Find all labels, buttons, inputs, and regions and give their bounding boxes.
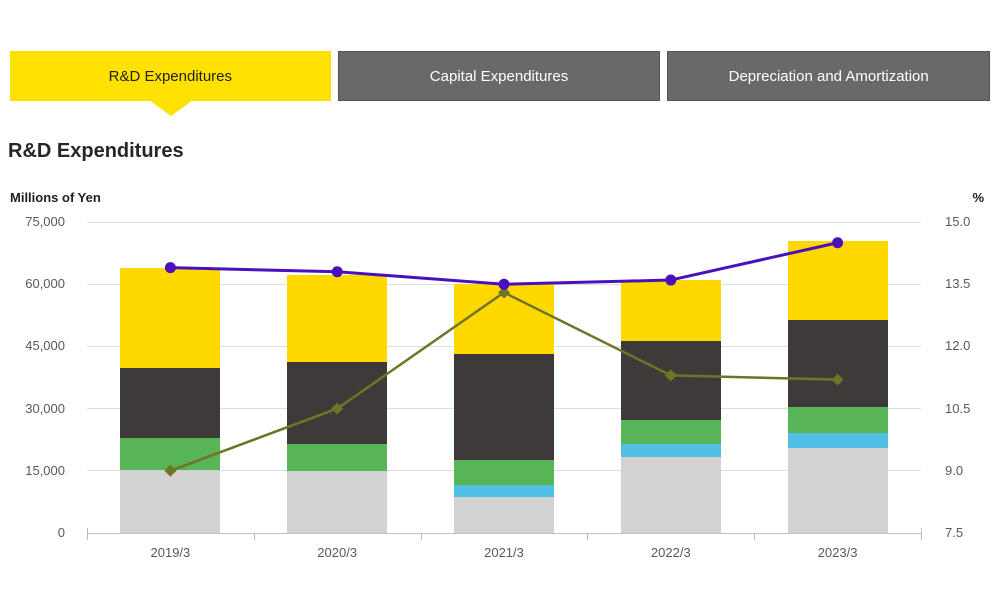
x-axis-category-label: 2023/3 <box>817 545 858 560</box>
segment-dark <box>620 340 721 421</box>
segment-cyan <box>787 433 888 448</box>
gridline <box>87 221 921 223</box>
segment-yellow <box>454 283 554 355</box>
right-axis-tick-label: 7.5 <box>945 525 964 540</box>
left-axis-tick-label: 0 <box>57 525 65 540</box>
left-axis-tick-label: 75,000 <box>25 214 65 229</box>
segment-green <box>620 420 721 444</box>
x-axis-tick <box>587 533 589 540</box>
segment-cyan <box>620 443 721 457</box>
segment-cyan <box>454 485 554 497</box>
left-axis-tick-label: 45,000 <box>25 338 65 354</box>
left-axis-tick-label: 60,000 <box>25 276 65 292</box>
segment-yellow <box>287 275 388 363</box>
page-title: R&D Expenditures <box>8 140 184 162</box>
right-axis-tick-label: 13.5 <box>945 276 971 292</box>
segment-yellow <box>787 240 888 321</box>
x-axis-category-label: 2021/3 <box>484 545 524 560</box>
x-axis-tick <box>921 528 922 540</box>
x-axis-tick <box>253 533 255 540</box>
right-axis-title: % <box>972 190 984 205</box>
segment-dark <box>787 320 888 407</box>
segment-dark <box>454 354 554 461</box>
segment-yellow <box>120 267 221 368</box>
segment-gray <box>787 447 888 533</box>
x-axis-tick <box>87 528 88 540</box>
x-axis-tick <box>754 533 756 540</box>
segment-dark <box>287 362 388 445</box>
segment-dark <box>120 367 221 439</box>
active-tab-pointer-icon <box>149 100 193 116</box>
x-axis-category-label: 2020/3 <box>317 545 358 560</box>
right-axis-tick-label: 12.0 <box>945 338 971 354</box>
left-axis-tick-label: 15,000 <box>25 462 65 478</box>
tab-depreciation-amortization[interactable]: Depreciation and Amortization <box>667 51 991 101</box>
tab-bar: R&D Expenditures Capital Expenditures De… <box>10 51 991 101</box>
line-purple <box>170 241 838 286</box>
segment-green <box>287 444 388 471</box>
segment-green <box>454 460 554 486</box>
segment-gray <box>620 456 721 533</box>
right-axis-tick-label: 9.0 <box>945 462 964 478</box>
left-axis-title: Millions of Yen <box>10 190 101 205</box>
x-axis-category-label: 2019/3 <box>150 545 191 560</box>
segment-gray <box>120 469 221 533</box>
x-axis-tick <box>420 533 422 540</box>
x-axis-line <box>87 533 921 534</box>
right-axis-tick-label: 10.5 <box>945 400 971 416</box>
right-axis-tick-label: 15.0 <box>945 214 971 229</box>
x-axis-category-label: 2022/3 <box>650 545 691 560</box>
segment-yellow <box>620 280 721 341</box>
segment-gray <box>287 470 388 533</box>
tab-rd-expenditures[interactable]: R&D Expenditures <box>10 51 331 101</box>
segment-gray <box>454 496 554 533</box>
segment-green <box>787 406 888 434</box>
segment-green <box>120 438 221 470</box>
tab-capital-expenditures[interactable]: Capital Expenditures <box>337 51 661 101</box>
left-axis-tick-label: 30,000 <box>25 400 65 416</box>
